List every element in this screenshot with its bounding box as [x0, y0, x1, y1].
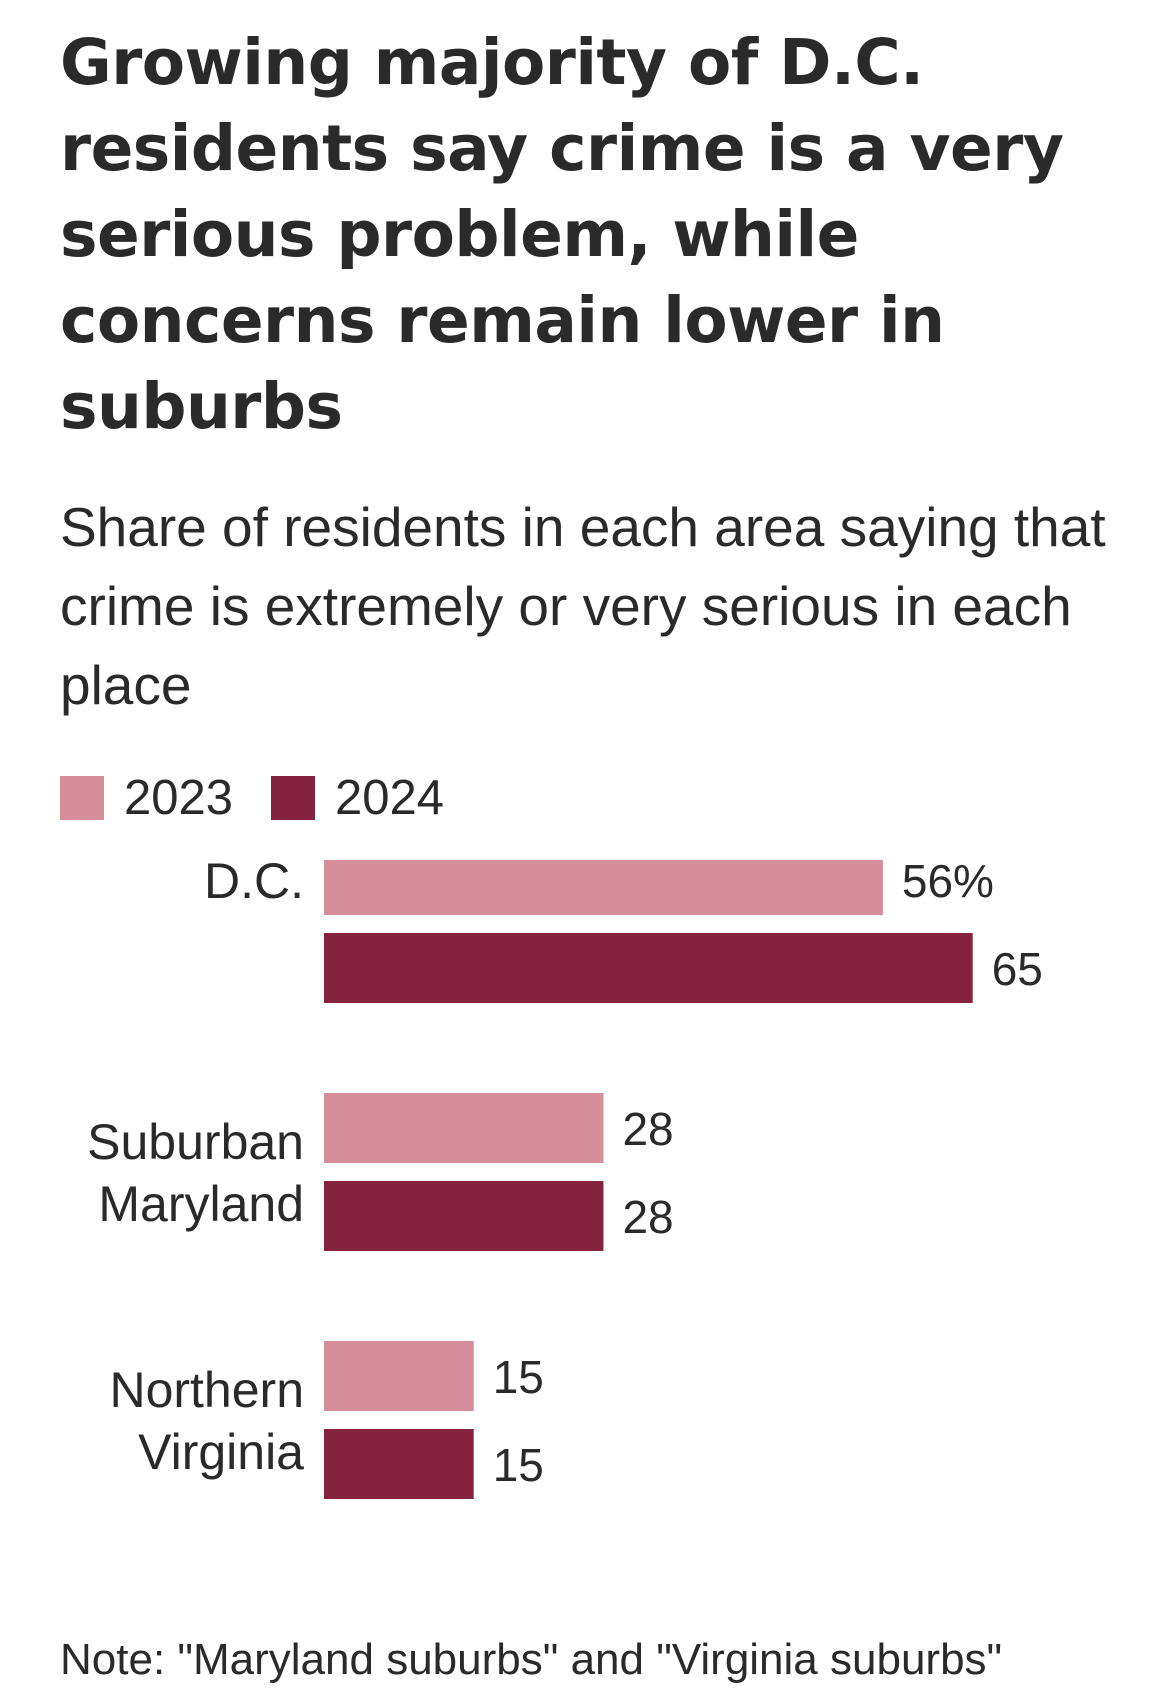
category-label-suburban-maryland: Suburban Maryland [87, 1114, 304, 1232]
bar-2024-northern-virginia [324, 1429, 474, 1499]
legend-item-2023: 2023 [60, 770, 233, 826]
legend-label-2023: 2023 [124, 771, 234, 825]
value-label-2023-suburban-maryland: 28 [622, 1103, 673, 1155]
bar-2023-dc [324, 860, 883, 915]
value-label-2023-dc: 56% [902, 860, 994, 907]
bar-2024-suburban-maryland [324, 1181, 604, 1251]
value-label-2023-northern-virginia: 15 [493, 1351, 544, 1403]
chart-subtitle: Share of residents in each area saying t… [60, 496, 1106, 716]
legend-swatch-2024 [271, 776, 316, 820]
bar-2024-dc [324, 933, 973, 1003]
legend-swatch-2023 [60, 776, 104, 820]
chart-note: Note: "Maryland suburbs" and "Virginia s… [60, 1635, 1003, 1684]
legend: 2023 2024 [60, 770, 482, 826]
legend-label-2024: 2024 [335, 771, 445, 825]
value-label-2024-suburban-maryland: 28 [622, 1191, 673, 1243]
category-label-dc: D.C. [204, 860, 304, 909]
legend-item-2024: 2024 [271, 770, 444, 826]
value-label-2024-northern-virginia: 15 [493, 1439, 544, 1491]
bar-2023-suburban-maryland [324, 1093, 604, 1163]
chart-title: Growing majority of D.C. residents say c… [60, 26, 1064, 443]
bar-chart: D.C. 56% 65 Suburban Maryland 28 28 Northern Vir… [87, 860, 1043, 1499]
value-label-2024-dc: 65 [992, 943, 1043, 995]
bar-2023-northern-virginia [324, 1341, 474, 1411]
category-label-northern-virginia: Northern Virginia [109, 1362, 304, 1480]
